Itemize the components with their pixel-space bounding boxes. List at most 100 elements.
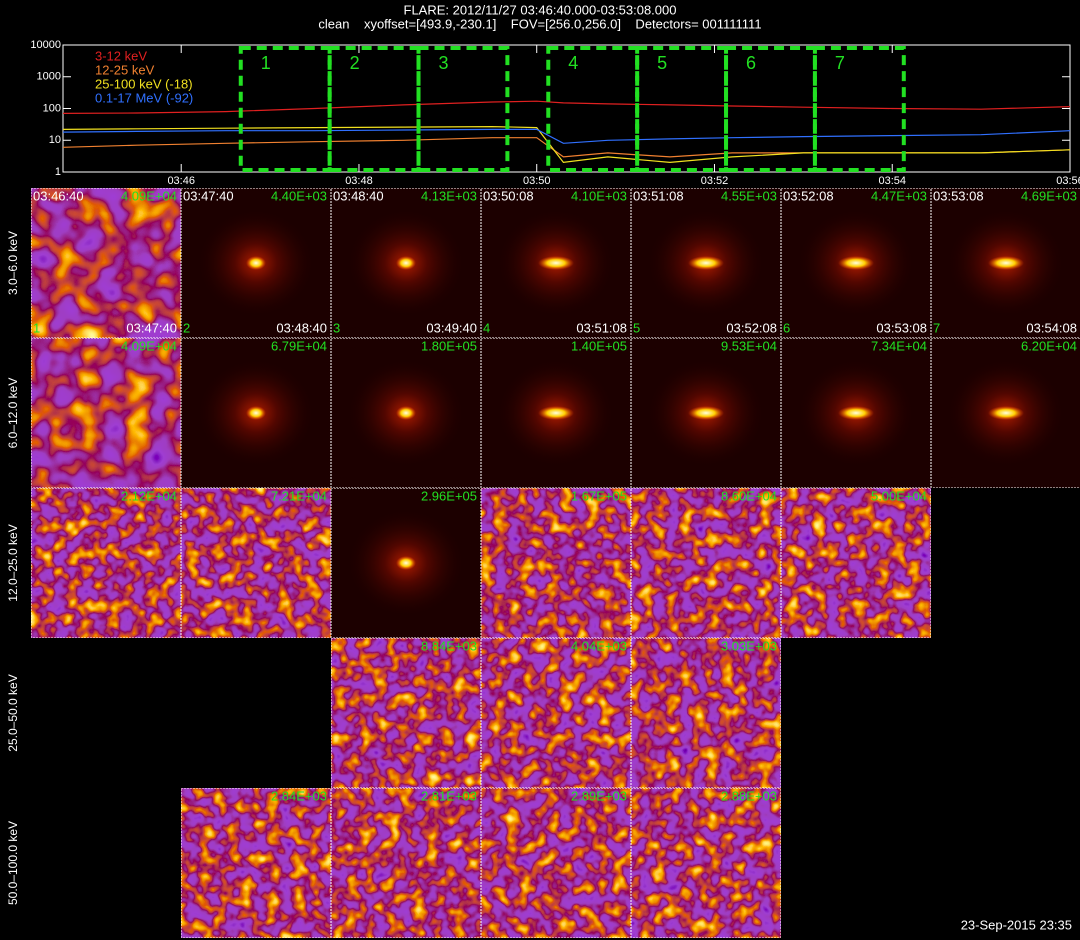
image <box>481 488 631 638</box>
peak-label: 6.79E+04 <box>271 338 327 353</box>
panel-border <box>31 488 181 638</box>
panel-border <box>931 188 1080 338</box>
image-panel: 9.53E+04 <box>631 338 781 488</box>
panel-border <box>631 488 781 638</box>
start-time: 03:48:40 <box>333 188 384 203</box>
source <box>838 406 874 420</box>
end-time: 03:51:08 <box>576 320 627 335</box>
interval-box <box>724 46 817 172</box>
start-time: 03:50:08 <box>483 188 534 203</box>
peak-label: 4.13E+03 <box>421 188 477 203</box>
image-panel: 4.55E+03 03:51:08 5 03:52:08 <box>631 188 781 338</box>
image-panel: 3.03E+03 <box>631 638 781 788</box>
start-time: 03:53:08 <box>933 188 984 203</box>
interval-label: 7 <box>835 53 845 73</box>
panel-border <box>631 638 781 788</box>
peak-label: 7.34E+04 <box>871 338 927 353</box>
image-panel: 1.67E+05 <box>481 488 631 638</box>
image-panel: 4.40E+03 03:47:40 2 03:48:40 <box>181 188 331 338</box>
peak-label: 4.40E+03 <box>271 188 327 203</box>
legend-label: 3-12 keV <box>95 48 147 63</box>
series-line <box>62 125 1071 164</box>
row-label: 25.0–50.0 keV <box>6 674 20 751</box>
peak-label: 2.81E+03 <box>421 788 477 803</box>
panel-index: 6 <box>783 320 790 335</box>
image-panel: 2.81E+03 <box>331 788 481 938</box>
end-time: 03:49:40 <box>426 320 477 335</box>
panel-border <box>481 638 631 788</box>
panel-border <box>631 788 781 938</box>
image <box>481 638 631 788</box>
source <box>538 256 574 270</box>
interval-label: 4 <box>568 53 578 73</box>
image-panel: 2.89E+03 <box>481 788 631 938</box>
x-tick-label: 03:56 <box>1056 175 1080 187</box>
series-line <box>62 100 1071 114</box>
peak-label: 8.84E+03 <box>421 638 477 653</box>
image-panel: 4.09E+04 03:46:40 1 03:47:40 <box>31 188 181 338</box>
source <box>988 256 1024 270</box>
source <box>688 406 724 420</box>
x-tick-label: 03:46 <box>167 175 195 187</box>
series-line <box>62 137 1071 158</box>
row-label: 50.0–100.0 keV <box>6 821 20 905</box>
panel-index: 7 <box>933 320 940 335</box>
image-panel: 1.40E+05 <box>481 338 631 488</box>
end-time: 03:54:08 <box>1026 320 1077 335</box>
image <box>631 488 781 638</box>
image-panel: 6.20E+04 <box>931 338 1080 488</box>
image-panel: 4.10E+03 03:50:08 4 03:51:08 <box>481 188 631 338</box>
image <box>331 788 481 938</box>
row-label: 6.0–12.0 keV <box>6 378 20 449</box>
source <box>396 556 416 570</box>
peak-label: 2.88E+03 <box>721 788 777 803</box>
peak-label: 1.40E+05 <box>571 338 627 353</box>
panel-border <box>631 338 781 488</box>
source <box>396 256 416 270</box>
y-tick-label: 10000 <box>30 39 61 51</box>
image-panel: 4.09E+04 <box>31 338 181 488</box>
panel-border <box>481 188 631 338</box>
peak-label: 4.09E+04 <box>121 338 177 353</box>
image-panel: 8.84E+03 <box>331 638 481 788</box>
peak-label: 2.96E+05 <box>421 488 477 503</box>
image <box>631 788 781 938</box>
panel-border <box>781 338 931 488</box>
image-panel: 2.84E+03 <box>181 788 331 938</box>
end-time: 03:52:08 <box>726 320 777 335</box>
image <box>781 488 931 638</box>
panel-border <box>31 188 181 338</box>
interval-label: 3 <box>439 53 449 73</box>
image-panel: 4.47E+03 03:52:08 6 03:53:08 <box>781 188 931 338</box>
end-time: 03:47:40 <box>126 320 177 335</box>
panel-border <box>931 338 1080 488</box>
peak-label: 2.84E+03 <box>271 788 327 803</box>
image <box>331 638 481 788</box>
panel-index: 1 <box>33 320 40 335</box>
panel-border <box>181 338 331 488</box>
x-tick-label: 03:54 <box>878 175 906 187</box>
image-panel: 7.34E+04 <box>781 338 931 488</box>
peak-label: 9.53E+04 <box>721 338 777 353</box>
image <box>481 788 631 938</box>
panel-border <box>181 188 331 338</box>
panel-border <box>481 338 631 488</box>
y-tick-label: 1 <box>55 166 61 178</box>
panel-index: 5 <box>633 320 640 335</box>
image <box>631 638 781 788</box>
peak-label: 4.47E+03 <box>871 188 927 203</box>
panel-border <box>181 788 331 938</box>
panel-index: 2 <box>183 320 190 335</box>
y-tick-label: 100 <box>43 102 61 114</box>
image-panel: 2.96E+05 <box>331 488 481 638</box>
interval-label: 2 <box>350 53 360 73</box>
row-label: 3.0–6.0 keV <box>6 231 20 295</box>
end-time: 03:53:08 <box>876 320 927 335</box>
image-panel: 4.13E+03 03:48:40 3 03:49:40 <box>331 188 481 338</box>
panel-border <box>781 488 931 638</box>
series-line <box>62 128 1071 144</box>
image-panel: 1.80E+05 <box>331 338 481 488</box>
image-panel: 4.04E+03 <box>481 638 631 788</box>
interval-box <box>416 46 510 172</box>
peak-label: 1.80E+05 <box>421 338 477 353</box>
